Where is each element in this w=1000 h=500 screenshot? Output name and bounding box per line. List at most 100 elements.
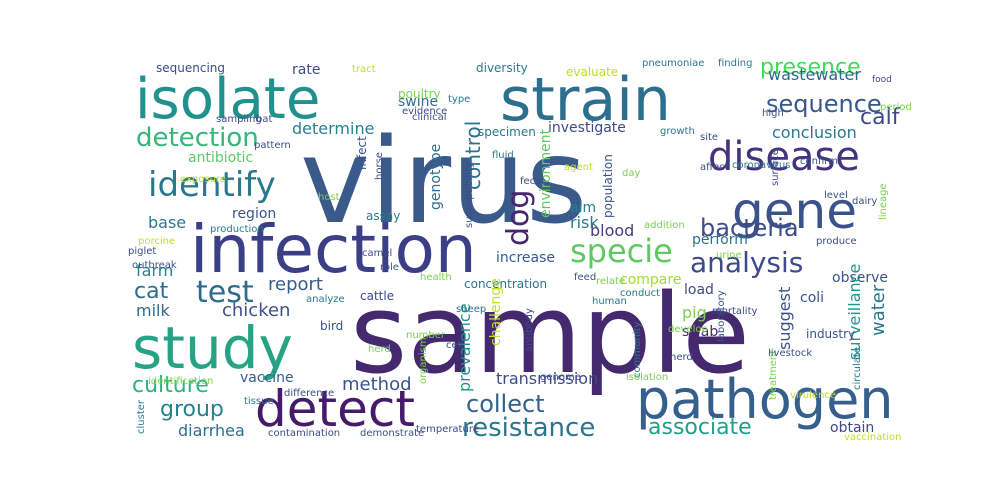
word-day: day [622, 168, 640, 179]
word-transmission: transmission [496, 369, 598, 388]
word-blood: blood [590, 221, 634, 240]
word-pig: pig [682, 303, 707, 322]
word-collect: collect [466, 390, 545, 418]
word-strain: strain [500, 65, 671, 135]
word-population: population [601, 154, 615, 218]
word-determine: determine [292, 119, 374, 138]
word-bacteria: bacteria [700, 214, 799, 242]
word-milk: milk [136, 301, 170, 320]
word-obtain: obtain [830, 420, 874, 436]
word-gene: gene [732, 182, 857, 240]
word-type: type [448, 94, 470, 105]
word-evaluate: evaluate [566, 65, 618, 79]
word-bat: bat [256, 114, 272, 125]
word-camel: camel [362, 248, 392, 259]
word-relate: relate [596, 276, 625, 287]
word-analyze: analyze [306, 294, 345, 305]
word-swab: swab [682, 324, 718, 340]
word-organism: organism [418, 337, 429, 384]
word-isolation: isolation [626, 372, 668, 383]
word-level: level [824, 190, 848, 201]
word-aim: aim [570, 200, 596, 216]
word-horse: horse [374, 152, 385, 180]
word-conclusion: conclusion [772, 123, 857, 142]
word-sampling: sampling [216, 114, 262, 125]
word-demonstrate: demonstrate [360, 428, 424, 439]
word-specimen: specimen [478, 125, 536, 139]
word-finding: finding [718, 58, 752, 69]
word-confirm: confirm [800, 156, 838, 167]
word-analysis: analysis [690, 246, 803, 279]
word-concentration: concentration [464, 277, 547, 291]
word-health: health [420, 272, 452, 283]
word-pathogen: pathogen [636, 368, 894, 431]
word-bird: bird [320, 319, 343, 333]
word-identification: identification [148, 376, 213, 387]
word-pattern: pattern [254, 140, 291, 151]
word-dog: dog [501, 190, 536, 246]
word-develop: develop [668, 324, 708, 335]
word-difference: difference [284, 388, 334, 399]
word-water: water [868, 284, 889, 336]
word-study: study [132, 314, 293, 382]
word-sample: sample [350, 270, 750, 398]
word-human: human [592, 296, 627, 307]
word-food: food [872, 75, 892, 85]
word-virulence: virulence [790, 390, 836, 401]
word-group: group [160, 397, 224, 422]
word-outbreak: outbreak [132, 260, 177, 271]
word-coli: coli [800, 290, 824, 306]
word-infection: infection [190, 211, 477, 288]
word-load: load [684, 282, 714, 298]
word-tissue: tissue [244, 396, 274, 407]
word-coronavirus: coronavirus [732, 160, 790, 171]
word-genotype: genotype [428, 144, 444, 210]
word-production: production [210, 224, 264, 235]
word-vaccine: vaccine [240, 370, 294, 386]
word-herd: herd [368, 344, 391, 355]
word-temperature: temperature [416, 424, 479, 435]
word-detection: detection [136, 123, 259, 153]
word-conduct: conduct [620, 288, 660, 299]
word-cluster: cluster [136, 399, 147, 434]
word-perform: perform [692, 232, 748, 248]
word-chicken: chicken [222, 300, 290, 321]
word-resistance: resistance [462, 413, 595, 443]
word-treatment: treatment [768, 350, 779, 400]
word-risk: risk [570, 213, 599, 232]
word-pneumoniae: pneumoniae [642, 58, 704, 69]
word-investigate: investigate [548, 120, 626, 136]
word-environment: environment [538, 128, 554, 218]
word-number: number [406, 330, 446, 341]
word-contamination: contamination [268, 428, 340, 439]
word-mortality: mortality [712, 306, 757, 317]
word-suggest: suggest [775, 287, 794, 350]
word-swine: swine [398, 94, 438, 110]
word-antibody: antibody [524, 308, 535, 352]
word-method: method [342, 374, 412, 395]
word-diversity: diversity [476, 61, 528, 75]
word-growth: growth [660, 126, 695, 137]
word-antibiotic: antibiotic [188, 150, 253, 166]
word-clinical: clinical [412, 112, 447, 123]
word-urine: urine [716, 250, 742, 261]
word-circulate: circulate [852, 347, 863, 390]
word-infect: infect [355, 136, 369, 170]
word-agent: agent [564, 162, 593, 173]
word-observe: observe [832, 270, 888, 286]
word-livestock: livestock [768, 348, 812, 359]
word-sequence: sequence [766, 90, 882, 118]
word-surface: surface [770, 149, 781, 186]
word-high: high [762, 108, 784, 119]
word-sheep: sheep [456, 304, 486, 315]
word-host: host [318, 192, 340, 203]
word-isolate: isolate [135, 67, 320, 132]
word-cat: cat [134, 279, 169, 304]
word-base: base [148, 213, 186, 232]
word-evidence: evidence [402, 106, 447, 117]
word-cattle: cattle [360, 289, 394, 303]
word-industry: industry [806, 327, 855, 341]
word-detect: detect [255, 380, 415, 438]
word-dairy: dairy [852, 196, 877, 207]
word-rate: rate [292, 62, 320, 78]
